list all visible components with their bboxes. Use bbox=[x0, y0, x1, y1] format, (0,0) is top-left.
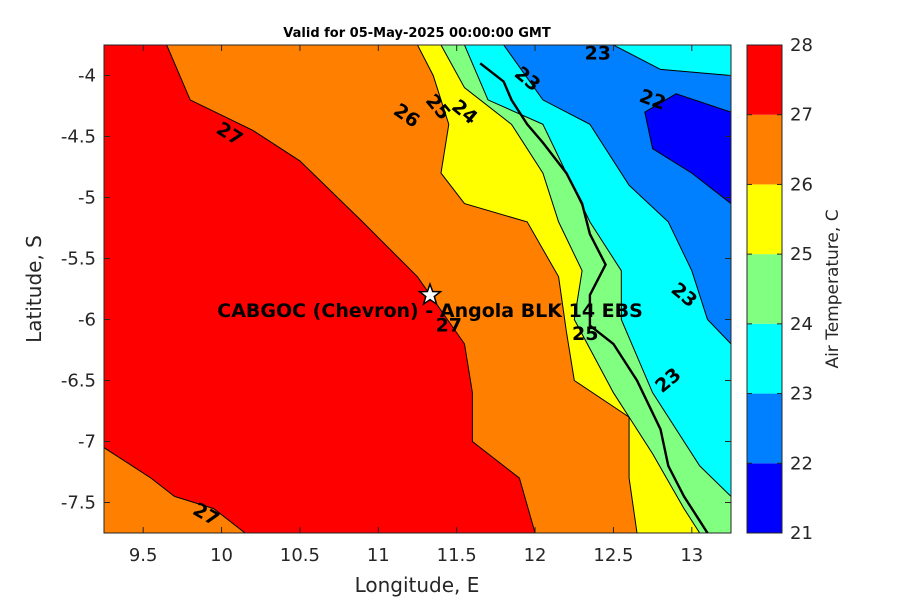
x-tick-label: 12 bbox=[524, 545, 547, 566]
colorbar-swatch bbox=[747, 254, 782, 324]
band-21 bbox=[644, 93, 731, 204]
x-tick-label: 9.5 bbox=[129, 545, 158, 566]
contour-label-23: 23 bbox=[585, 43, 611, 65]
colorbar-tick-label: 24 bbox=[790, 314, 813, 335]
coastline bbox=[479, 62, 709, 533]
colorbar-tick-label: 27 bbox=[790, 105, 813, 126]
y-tick-label: -7.5 bbox=[61, 493, 96, 514]
chart-title: Valid for 05-May-2025 00:00:00 GMT bbox=[283, 26, 551, 41]
contour-line-23 bbox=[613, 45, 731, 76]
y-axis-label: Latitude, S bbox=[22, 235, 46, 343]
plot-frame bbox=[103, 44, 732, 534]
site-label: CABGOC (Chevron) - Angola BLK 14 EBS bbox=[217, 300, 643, 322]
colorbar-swatch bbox=[747, 393, 782, 464]
colorbar-tick-label: 26 bbox=[790, 174, 813, 195]
x-axis: 9.5 10 10.5 11 11.5 12 12.5 13 bbox=[129, 45, 703, 566]
colorbar-label: Air Temperature, C bbox=[823, 209, 843, 368]
y-tick-label: -4.5 bbox=[61, 127, 96, 148]
y-axis: -4 -4.5 -5 -5.5 -6 -6.5 -7 -7.5 bbox=[61, 66, 731, 514]
y-tick-label: -5 bbox=[78, 188, 96, 209]
y-tick-label: -6 bbox=[78, 310, 96, 331]
contour-line-26 bbox=[417, 45, 638, 533]
site-marker: CABGOC (Chevron) - Angola BLK 14 EBS bbox=[217, 281, 643, 322]
x-tick-label: 10.5 bbox=[280, 545, 320, 566]
x-tick-label: 12.5 bbox=[593, 545, 633, 566]
colorbar-tick-label: 22 bbox=[790, 453, 813, 474]
y-tick-label: -4 bbox=[78, 66, 96, 87]
colorbar-swatch bbox=[747, 45, 782, 115]
contour-lines bbox=[104, 45, 731, 533]
x-tick-label: 11 bbox=[367, 545, 390, 566]
contour-line-27 bbox=[166, 45, 536, 533]
colorbar-tick-label: 23 bbox=[790, 384, 813, 405]
contour-line-24 bbox=[464, 45, 731, 497]
colorbar-swatch bbox=[747, 323, 782, 394]
y-tick-label: -5.5 bbox=[61, 249, 96, 270]
contour-label-27: 27 bbox=[436, 315, 462, 337]
colorbar-swatch bbox=[747, 463, 782, 533]
x-axis-label: Longitude, E bbox=[355, 573, 480, 597]
colorbar-swatch bbox=[747, 114, 782, 185]
y-tick-label: -7 bbox=[78, 432, 96, 453]
star-icon bbox=[417, 281, 443, 306]
contour-line-27 bbox=[104, 447, 246, 533]
band-23-north bbox=[613, 45, 731, 76]
x-tick-label: 10 bbox=[210, 545, 233, 566]
colorbar: 21 22 23 24 25 26 27 28 bbox=[746, 35, 813, 544]
contour-line-22 bbox=[644, 93, 731, 204]
colorbar-tick-label: 25 bbox=[790, 244, 813, 265]
band-26-southwest bbox=[104, 447, 246, 533]
colorbar-tick-label: 28 bbox=[790, 35, 813, 56]
x-tick-label: 11.5 bbox=[437, 545, 477, 566]
contour-line-25 bbox=[440, 45, 701, 533]
colorbar-swatch bbox=[747, 184, 782, 255]
colorbar-tick-label: 21 bbox=[790, 523, 813, 544]
contour-line-23 bbox=[503, 45, 731, 345]
x-tick-label: 13 bbox=[680, 545, 703, 566]
colorbar-frame bbox=[746, 44, 783, 534]
y-tick-label: -6.5 bbox=[61, 371, 96, 392]
contour-label-25: 25 bbox=[572, 323, 598, 345]
